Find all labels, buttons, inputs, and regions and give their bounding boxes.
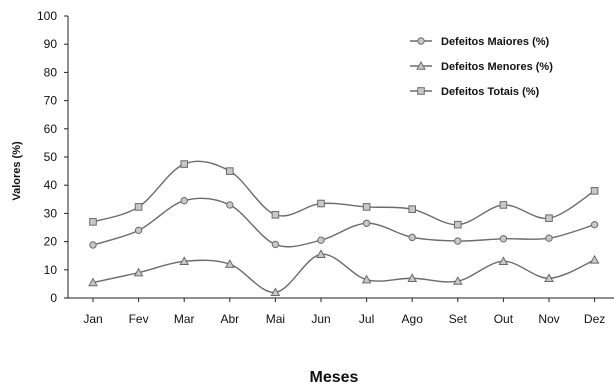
data-point — [408, 205, 416, 213]
series-square — [89, 160, 599, 229]
data-point — [133, 267, 144, 277]
y-tick-label: 50 — [44, 150, 58, 164]
data-point — [134, 203, 143, 211]
series-triangle — [88, 249, 600, 297]
x-tick-label: Mar — [174, 312, 195, 326]
legend-marker — [416, 60, 426, 70]
data-point — [179, 256, 190, 266]
data-point — [454, 220, 462, 229]
x-tick-label: Nov — [538, 312, 559, 326]
x-tick-label: Set — [449, 312, 468, 326]
series-line — [92, 197, 595, 248]
data-point — [408, 233, 416, 242]
data-point — [544, 273, 554, 282]
y-tick-label: 70 — [44, 94, 58, 108]
data-point — [224, 259, 235, 268]
legend-entry: Defeitos Totais (%) — [410, 86, 540, 98]
x-tick-label: Jun — [311, 312, 330, 326]
y-tick-label: 20 — [44, 235, 58, 249]
data-point — [271, 240, 280, 249]
data-point — [317, 236, 325, 244]
data-point — [589, 254, 600, 264]
data-point — [407, 273, 418, 282]
data-point — [180, 160, 188, 168]
x-tick-label: Jan — [83, 312, 102, 326]
x-tick-label: Ago — [402, 312, 424, 326]
data-point — [317, 199, 325, 208]
x-tick-label: Fev — [129, 312, 149, 326]
legend-entry: Defeitos Menores (%) — [410, 60, 553, 73]
data-point — [362, 219, 371, 227]
data-point — [499, 201, 508, 209]
y-tick-label: 90 — [44, 37, 58, 51]
data-point — [361, 274, 372, 284]
legend-entry: Defeitos Maiores (%) — [410, 36, 550, 48]
data-point — [498, 256, 509, 266]
data-point — [89, 241, 97, 249]
y-tick-label: 30 — [44, 206, 58, 220]
data-point — [545, 214, 553, 222]
data-point — [590, 220, 599, 229]
data-point — [590, 187, 599, 195]
data-point — [89, 218, 97, 226]
x-tick-label: Mai — [266, 312, 285, 326]
data-point — [226, 167, 234, 175]
legend-marker — [417, 37, 425, 45]
data-point — [452, 276, 463, 285]
data-point — [226, 201, 234, 209]
data-point — [545, 234, 553, 242]
data-point — [88, 277, 98, 287]
y-tick-label: 80 — [44, 65, 58, 79]
legend-label: Defeitos Menores (%) — [441, 61, 553, 73]
x-axis-label: Meses — [310, 369, 359, 386]
data-point — [499, 235, 508, 243]
y-tick-label: 40 — [44, 178, 58, 192]
x-tick-label: Dez — [584, 312, 605, 326]
x-ticks: Jan Fev Mar Abr Mai Jun Jul Ago Set Out Nov Dez — [83, 298, 605, 326]
legend-marker — [417, 87, 425, 95]
legend-label: Defeitos Totais (%) — [441, 86, 540, 98]
x-tick-label: Jul — [359, 312, 374, 326]
legend: Defeitos Maiores (%) Defeitos Menores (%)… — [410, 36, 553, 98]
data-point — [271, 211, 280, 219]
y-axis-label: Valores (%) — [11, 141, 23, 201]
data-point — [362, 203, 371, 211]
y-tick-label: 60 — [44, 122, 58, 136]
series-circle — [89, 197, 599, 249]
data-point — [134, 226, 143, 235]
y-tick-label: 100 — [37, 9, 57, 23]
series-group — [88, 160, 600, 297]
y-tick-label: 0 — [50, 291, 57, 305]
data-point — [454, 237, 462, 245]
data-point — [270, 287, 281, 297]
axes — [67, 16, 614, 299]
y-ticks: 0 10 20 30 40 50 60 70 80 90 100 — [37, 9, 68, 305]
y-tick-label: 10 — [44, 263, 58, 277]
series-line — [92, 160, 595, 226]
legend-label: Defeitos Maiores (%) — [441, 36, 550, 48]
series-line — [92, 253, 595, 294]
x-tick-label: Out — [494, 312, 514, 326]
x-tick-label: Abr — [220, 312, 239, 326]
data-point — [316, 249, 326, 258]
data-point — [180, 197, 188, 205]
